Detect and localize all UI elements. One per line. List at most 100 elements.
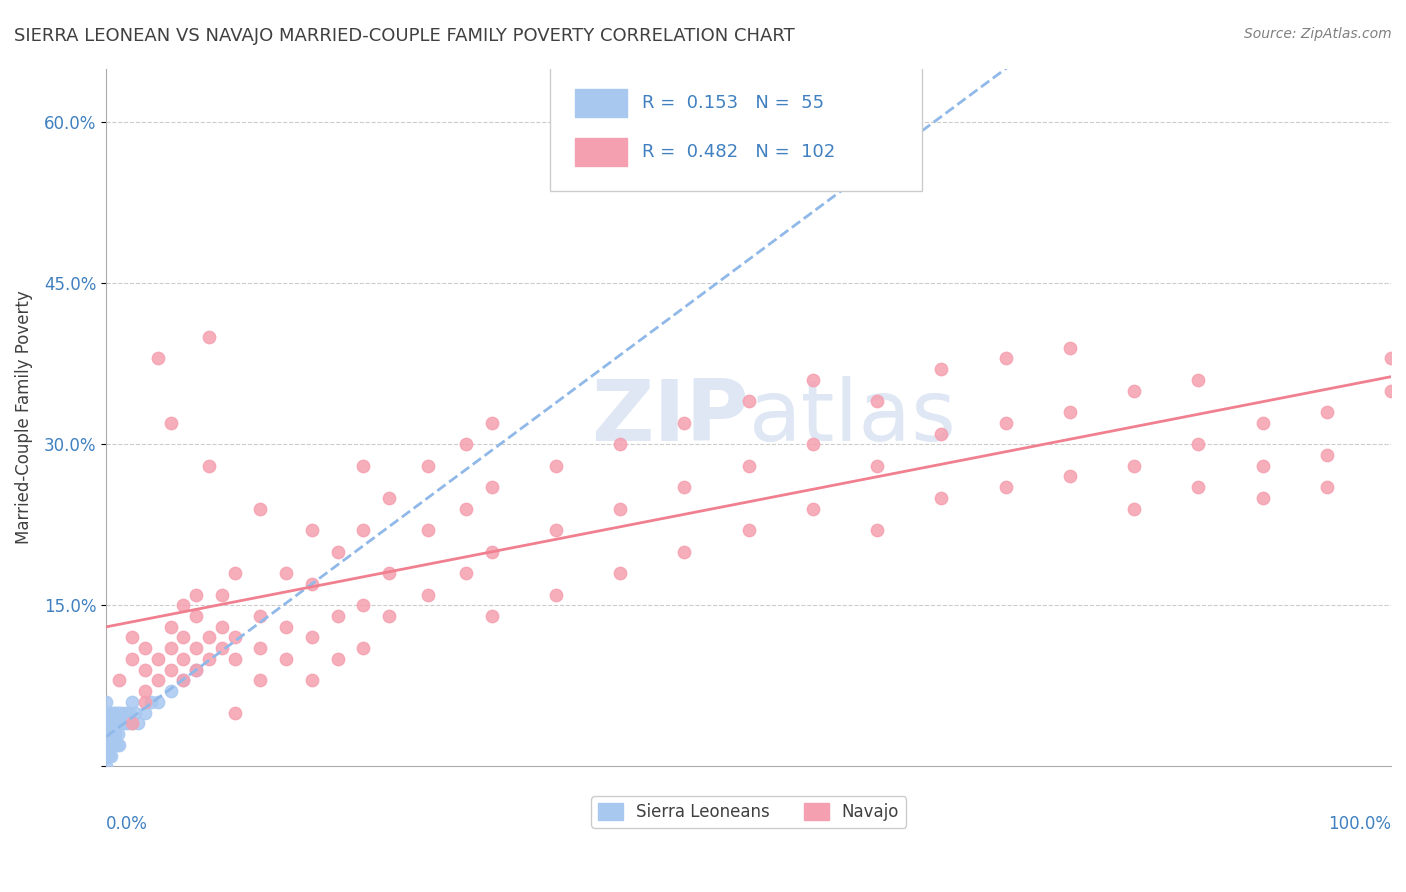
Point [866, 394, 889, 409]
Point [673, 480, 696, 494]
FancyBboxPatch shape [575, 89, 627, 118]
Point [224, 631, 246, 645]
Point [1123, 458, 1146, 473]
Point [104, 727, 127, 741]
Point [1379, 351, 1402, 366]
Point [609, 501, 631, 516]
Point [107, 727, 129, 741]
Point [98, 738, 121, 752]
Point [96, 738, 118, 752]
Point [97, 748, 120, 763]
Point [96, 759, 118, 773]
Point [931, 491, 953, 505]
Point [211, 588, 233, 602]
Point [97, 738, 120, 752]
Point [146, 351, 169, 366]
Point [1059, 405, 1081, 419]
Point [276, 652, 298, 666]
Point [801, 437, 824, 451]
Point [172, 631, 194, 645]
Point [100, 738, 122, 752]
Point [108, 738, 131, 752]
Point [1251, 491, 1274, 505]
Text: atlas: atlas [748, 376, 956, 458]
Point [101, 706, 124, 720]
Point [1316, 448, 1339, 462]
Point [1187, 480, 1209, 494]
Point [1251, 416, 1274, 430]
Point [1123, 501, 1146, 516]
Point [416, 588, 439, 602]
Point [211, 641, 233, 656]
Point [481, 544, 503, 558]
Point [121, 652, 143, 666]
Point [301, 523, 323, 537]
Point [134, 706, 156, 720]
Point [544, 523, 567, 537]
Point [121, 716, 143, 731]
Text: R =  0.153   N =  55: R = 0.153 N = 55 [643, 95, 824, 112]
Point [159, 641, 181, 656]
Point [1187, 437, 1209, 451]
Text: SIERRA LEONEAN VS NAVAJO MARRIED-COUPLE FAMILY POVERTY CORRELATION CHART: SIERRA LEONEAN VS NAVAJO MARRIED-COUPLE … [14, 27, 794, 45]
Point [673, 544, 696, 558]
Point [1059, 341, 1081, 355]
Point [172, 673, 194, 688]
Point [416, 523, 439, 537]
FancyBboxPatch shape [575, 138, 627, 166]
Point [352, 458, 374, 473]
Point [97, 716, 120, 731]
Point [544, 588, 567, 602]
FancyBboxPatch shape [550, 65, 922, 191]
Point [98, 716, 121, 731]
Point [276, 566, 298, 580]
Point [1379, 384, 1402, 398]
Point [301, 577, 323, 591]
Point [103, 727, 125, 741]
Point [454, 437, 477, 451]
Point [108, 716, 131, 731]
Point [101, 727, 124, 741]
Point [134, 684, 156, 698]
Point [249, 641, 271, 656]
Point [352, 641, 374, 656]
Point [96, 727, 118, 741]
Point [326, 544, 349, 558]
Text: 0.0%: 0.0% [107, 815, 148, 833]
Point [301, 673, 323, 688]
Point [481, 416, 503, 430]
Point [96, 716, 118, 731]
Point [609, 437, 631, 451]
Point [198, 330, 221, 344]
Point [454, 566, 477, 580]
Point [326, 652, 349, 666]
Point [159, 620, 181, 634]
Point [544, 458, 567, 473]
Point [1123, 384, 1146, 398]
Point [211, 620, 233, 634]
Point [134, 663, 156, 677]
Text: ZIP: ZIP [591, 376, 748, 458]
Point [172, 673, 194, 688]
Point [103, 716, 125, 731]
Point [1187, 373, 1209, 387]
Point [159, 416, 181, 430]
Point [97, 738, 120, 752]
Point [101, 716, 124, 731]
Point [276, 620, 298, 634]
Point [454, 501, 477, 516]
Point [186, 609, 208, 624]
Point [96, 706, 118, 720]
Point [186, 663, 208, 677]
Point [866, 458, 889, 473]
Point [249, 673, 271, 688]
Point [134, 641, 156, 656]
Point [737, 458, 759, 473]
Point [931, 426, 953, 441]
Point [198, 458, 221, 473]
Point [101, 738, 124, 752]
Y-axis label: Married-Couple Family Poverty: Married-Couple Family Poverty [15, 291, 32, 544]
Point [112, 716, 135, 731]
Point [97, 727, 120, 741]
Point [96, 695, 118, 709]
